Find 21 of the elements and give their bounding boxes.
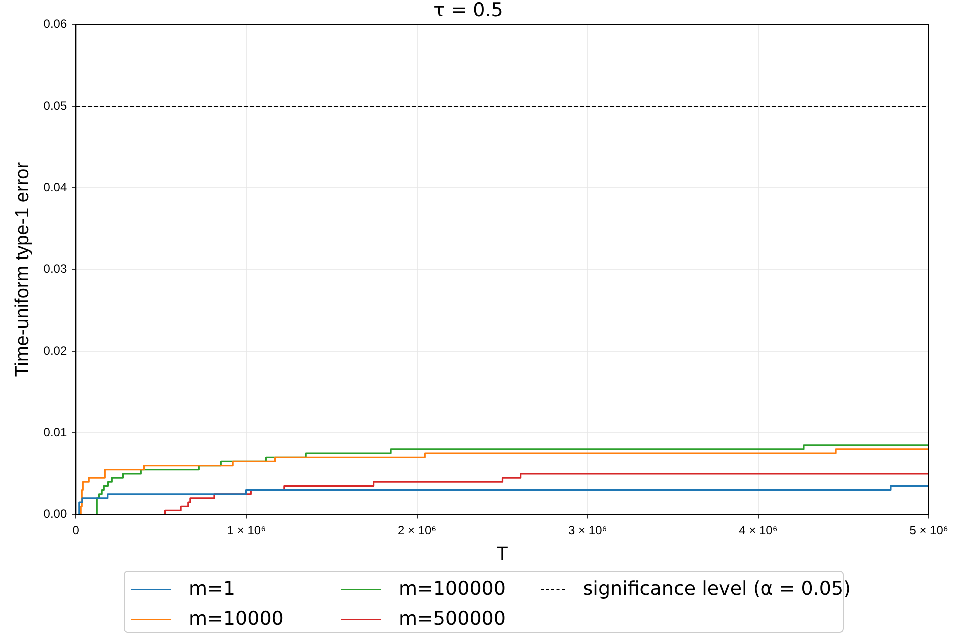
y-tick-label: 0.06 [44,17,68,32]
legend-label: m=10000 [189,608,284,630]
legend-label: m=100000 [399,578,506,600]
y-tick-label: 0.00 [44,507,68,522]
x-tick-label: 3 × 10⁶ [568,523,608,538]
legend-label: m=1 [189,578,236,600]
x-axis-title: T [496,544,509,565]
chart-title: τ = 0.5 [434,0,504,22]
x-tick-label: 2 × 10⁶ [398,523,437,538]
y-tick-label: 0.03 [44,262,68,276]
legend-label: m=500000 [399,608,506,630]
x-tick-label: 0 [72,523,80,538]
y-axis-title: Time-uniform type-1 error [12,162,34,378]
y-tick-label: 0.05 [44,98,68,113]
y-tick-label: 0.01 [44,425,68,440]
y-tick-label: 0.04 [44,180,68,194]
x-tick-label: 5 × 10⁶ [910,523,948,538]
x-tick-label: 4 × 10⁶ [739,523,778,538]
y-tick-label: 0.02 [44,344,68,358]
legend-label: significance level (α = 0.05) [583,578,851,600]
x-tick-label: 1 × 10⁶ [227,523,266,538]
